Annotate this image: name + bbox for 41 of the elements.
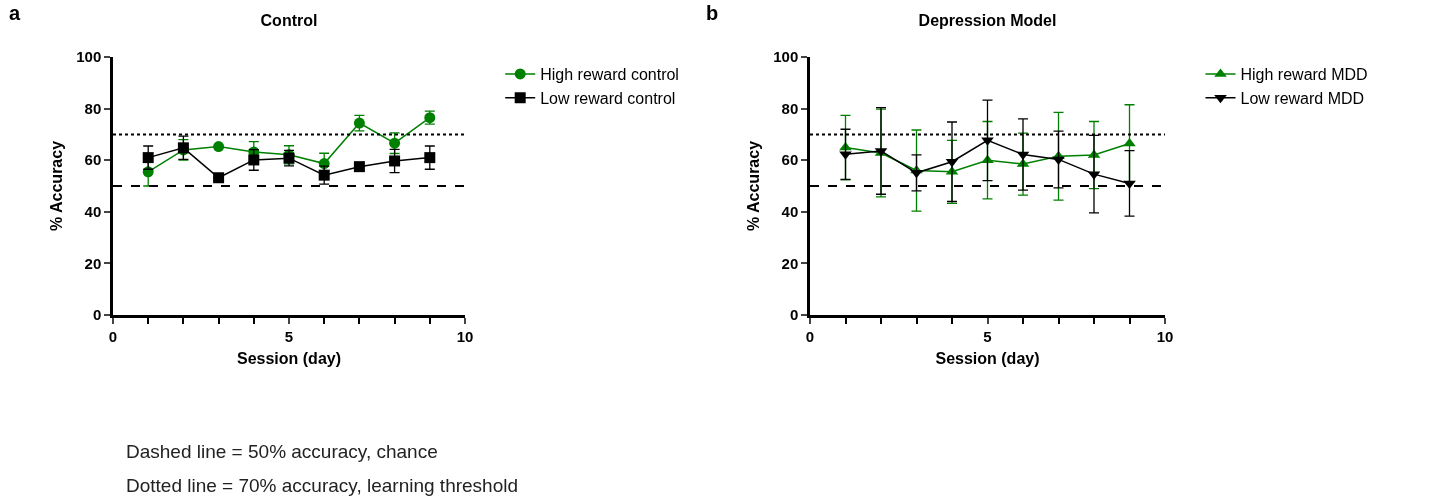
chart-title: Control (260, 12, 318, 30)
y-axis-title: % Accuracy (48, 140, 66, 232)
text: Dashed line = 50% accuracy, chance (126, 441, 438, 462)
point (424, 152, 436, 164)
x-axis-title: Session (day) (236, 350, 342, 368)
y-tick-label: 60 (84, 151, 102, 169)
y-tick-label: 80 (84, 99, 102, 117)
x-tick-label: 10 (456, 327, 474, 345)
legend-label: High reward control (540, 66, 679, 84)
y-tick-label: 0 (92, 306, 102, 324)
y-tick-label: 80 (781, 99, 799, 117)
x-axis-title: Session (day) (935, 350, 1040, 368)
point (353, 161, 365, 173)
legend-label: Low reward MDD (1240, 89, 1365, 107)
y-tick-label: 40 (84, 203, 102, 221)
point (389, 137, 401, 149)
y-tick-label: 100 (773, 48, 799, 66)
chart-title: Depression Model (918, 12, 1057, 30)
point (213, 172, 225, 184)
text: a (9, 2, 21, 24)
y-tick-label: 40 (781, 203, 799, 221)
text: b (706, 2, 719, 24)
x-tick-label: 5 (983, 327, 992, 345)
y-tick-label: 60 (781, 151, 799, 169)
point (389, 155, 401, 167)
y-tick-label: 100 (76, 48, 102, 66)
y-tick-label: 0 (789, 306, 799, 324)
point (318, 169, 330, 181)
text: Dotted line = 70% accuracy, learning threshold (126, 475, 519, 496)
x-tick-label: 5 (284, 327, 294, 345)
point (213, 141, 225, 153)
point (248, 154, 260, 166)
x-tick-label: 0 (805, 327, 815, 345)
legend-label: High reward MDD (1240, 66, 1368, 84)
y-tick-label: 20 (84, 254, 102, 272)
y-tick-label: 20 (781, 254, 799, 272)
y-axis-title: % Accuracy (745, 140, 763, 232)
x-tick-label: 0 (108, 327, 118, 345)
legend-label: Low reward control (540, 89, 676, 107)
point (142, 152, 154, 164)
x-tick-label: 10 (1156, 327, 1174, 345)
